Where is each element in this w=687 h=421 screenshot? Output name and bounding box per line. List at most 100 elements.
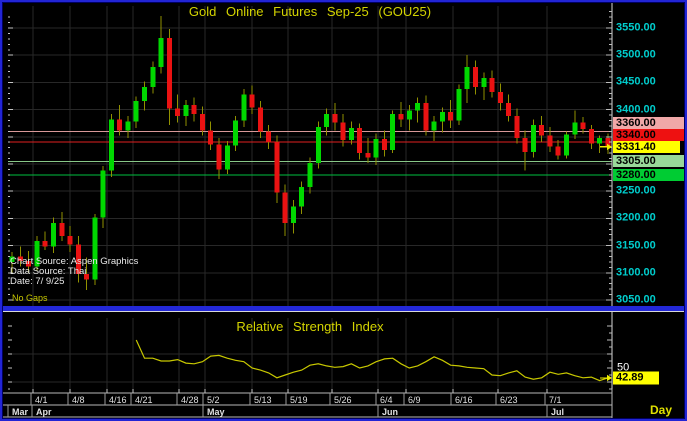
candle	[59, 222, 65, 236]
rsi-title: Relative Strength Index	[236, 319, 384, 334]
price-tick-label: 3250.00	[616, 184, 656, 197]
date-tick-label: 5/26	[334, 395, 352, 405]
candle	[199, 113, 205, 131]
candle	[597, 137, 603, 144]
candle	[166, 37, 172, 109]
candle	[398, 113, 404, 120]
main-chart-plot-area[interactable]	[8, 2, 612, 307]
candle	[332, 113, 338, 123]
candle	[472, 67, 478, 87]
price-tick-label: 3200.00	[616, 211, 656, 224]
candle	[497, 92, 503, 104]
month-label: May	[207, 407, 225, 417]
candle	[26, 260, 32, 267]
candle	[51, 222, 57, 247]
date-tick-label: 4/21	[135, 395, 153, 405]
date-note: Date: 7/ 9/25	[10, 276, 65, 287]
date-tick-label: 5/2	[207, 395, 220, 405]
data-source-note: Data Source: Thai	[10, 266, 87, 277]
candle	[9, 256, 15, 262]
candle	[175, 108, 181, 117]
candle	[406, 110, 412, 120]
date-tick-label: 7/1	[549, 395, 562, 405]
candle	[580, 122, 586, 130]
rsi-line	[135, 339, 609, 382]
candle	[373, 138, 379, 158]
price-level-box: 3280.00	[613, 168, 687, 181]
rsi-plot-area[interactable]	[8, 313, 612, 391]
candle	[340, 122, 346, 141]
month-label: Jun	[382, 407, 399, 417]
candle	[183, 105, 189, 117]
candle	[572, 122, 578, 135]
price-tick-label: 3050.00	[616, 293, 656, 306]
candle	[266, 131, 272, 143]
date-tick-label: 4/1	[35, 395, 48, 405]
candle	[506, 103, 512, 117]
price-tick-label: 3550.00	[616, 21, 656, 34]
candle	[158, 37, 164, 68]
candle	[142, 86, 148, 101]
candle	[357, 128, 363, 154]
month-label: Mar	[12, 407, 29, 417]
price-tick-label: 3400.00	[616, 103, 656, 116]
candle	[563, 134, 569, 156]
candle	[522, 137, 528, 153]
candle	[274, 142, 280, 193]
date-tick-label: 6/4	[380, 395, 393, 405]
candle	[125, 121, 131, 131]
date-tick-label: 6/9	[408, 395, 421, 405]
rsi-level-50-label: 50	[617, 361, 630, 374]
candle	[257, 107, 263, 132]
candle	[324, 113, 330, 128]
candle	[431, 121, 437, 131]
current-price-box: 3331.40	[613, 140, 680, 153]
candle	[249, 94, 255, 108]
candle	[530, 124, 536, 153]
candle	[299, 186, 305, 207]
chart-source-note: Chart Source: Aspen Graphics	[10, 256, 139, 267]
panel-separator	[2, 306, 685, 312]
date-tick-label: 5/13	[254, 395, 272, 405]
candle	[133, 100, 139, 122]
candle	[588, 129, 594, 144]
candle	[34, 241, 40, 267]
price-tick-label: 3500.00	[616, 48, 656, 61]
rsi-value-box: 42.89	[613, 371, 659, 385]
price-tick-label: 3100.00	[616, 266, 656, 279]
no-gaps-label: No Gaps	[12, 293, 48, 303]
price-level-box: 3340.00	[613, 128, 687, 141]
period-day-label[interactable]: Day	[650, 403, 673, 417]
date-tick-label: 5/19	[290, 395, 308, 405]
price-level-box: 3360.00	[613, 116, 687, 129]
candle	[216, 144, 222, 170]
candle	[481, 78, 487, 87]
date-tick-label: 4/16	[109, 395, 127, 405]
candle	[489, 78, 495, 93]
candlestick-series	[9, 16, 611, 291]
candle	[233, 120, 239, 146]
price-tick-label: 3150.00	[616, 239, 656, 252]
candle	[224, 145, 230, 170]
date-tick-label: 4/28	[181, 395, 199, 405]
candle	[547, 135, 553, 147]
candle	[514, 116, 520, 138]
candle	[539, 124, 545, 136]
candle	[108, 119, 114, 171]
candle	[456, 88, 462, 121]
candle	[191, 105, 197, 114]
candle	[290, 206, 296, 223]
candle	[448, 111, 454, 121]
last-price-arrow-icon-head	[607, 143, 612, 151]
candle	[117, 119, 123, 131]
candle	[282, 192, 288, 223]
month-label: Jul	[551, 407, 565, 417]
price-level-box: 3305.00	[613, 155, 687, 168]
date-tick-label: 4/8	[72, 395, 85, 405]
candle	[555, 146, 561, 156]
candle	[415, 103, 421, 111]
candle	[464, 67, 470, 89]
candle	[381, 138, 387, 150]
